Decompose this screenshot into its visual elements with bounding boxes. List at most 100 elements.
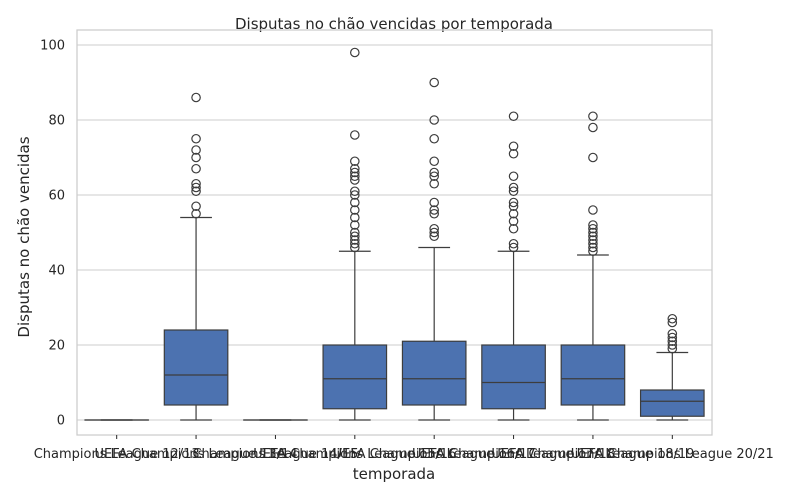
outlier-point [191,92,201,103]
outlier-point [429,171,439,182]
outlier-point [350,186,360,197]
outlier-point [588,246,598,257]
outlier-point [350,190,360,200]
y-tick-label: 100 [40,39,65,54]
outlier-point [508,171,519,182]
outlier-point [350,220,360,230]
outlier-point [667,328,678,339]
box-group [322,47,388,421]
y-tick-label: 60 [48,189,65,204]
outlier-point [350,205,360,215]
y-tick-label: 0 [57,414,65,429]
outlier-point [588,152,598,163]
outlier-point [588,231,598,242]
outlier-point [588,122,598,133]
outlier-point [191,201,201,212]
outlier-point [350,197,360,208]
outlier-point [429,133,439,144]
outlier-point [508,201,519,212]
outlier-point [191,133,201,144]
outlier-point [429,77,439,88]
iqr-box [639,389,705,417]
outlier-point [588,111,598,122]
x-tick-label: UEFA Champions League 17/18 [412,447,615,462]
outlier-point [429,227,439,238]
outlier-point [191,145,201,155]
y-tick-label: 20 [48,339,65,354]
outlier-point [429,115,439,125]
x-tick-label: UEFA Champions League 20/21 [571,447,774,462]
outlier-point [508,223,519,234]
iqr-box [560,344,626,406]
boxes-layer [84,47,705,421]
outlier-point [508,111,519,122]
box-group [560,111,626,421]
outlier-point [508,148,519,159]
x-tick-label: UEFA Champions League 13/14 [95,447,298,462]
outlier-point [588,223,598,234]
x-tick-label: Champions League 14/15 [192,447,358,462]
outlier-point [667,343,678,354]
chart-title: Disputas no chão vencidas por temporada [235,15,553,33]
outlier-point [429,205,439,215]
outlier-point [350,171,360,182]
outlier-point [429,156,439,167]
outlier-point [350,231,360,242]
outlier-point [667,332,678,343]
outlier-point [508,238,519,249]
iqr-box [322,344,388,410]
outlier-point [667,313,678,324]
y-tick-label: 80 [48,114,65,129]
outlier-point [350,130,360,140]
outlier-point [350,156,360,167]
outlier-point [667,336,678,347]
outlier-point [429,197,439,208]
outlier-point [429,231,439,242]
outlier-point [588,205,598,215]
y-tick-label: 40 [48,264,65,279]
x-tick-label: UEFA Champions League 16/17 [333,447,536,462]
outlier-point [588,242,598,253]
x-tick-label: UEFA Champions League 15/16 [253,447,456,462]
outlier-point [588,235,598,245]
outlier-point [350,175,360,185]
outlier-point [191,186,201,197]
outlier-point [508,197,519,208]
outlier-point [350,238,360,249]
iqr-box [163,329,229,406]
box-group [639,313,705,421]
iqr-box [481,344,546,410]
box-group [163,92,229,421]
outlier-point [350,235,360,245]
outlier-point [508,242,519,253]
outlier-point [588,238,598,249]
outlier-point [191,152,201,163]
outlier-point [350,227,360,238]
outlier-point [350,47,360,58]
outlier-point [588,227,598,238]
plot-area-frame [76,29,713,436]
x-tick-label: Champions League 12/13 [34,447,200,462]
outlier-point [508,216,519,227]
outlier-point [429,208,439,219]
box-group [481,111,546,421]
outlier-point [667,317,678,328]
x-tick-label: UEFA Champions League 18/19 [491,447,694,462]
outlier-point [350,163,360,174]
outlier-point [508,186,519,197]
outlier-point [191,178,201,189]
outlier-point [429,223,439,234]
outlier-point [191,182,201,193]
outlier-point [429,178,439,189]
y-tick-labels: 0 20 40 60 80 100 [40,39,65,429]
outlier-point [350,242,360,253]
outlier-point [350,167,360,178]
outlier-point [350,212,360,223]
outlier-point [508,141,519,152]
iqr-box [401,340,467,406]
outlier-point [667,340,678,350]
y-axis-label: Disputas no chão vencidas [15,136,33,337]
outlier-point [191,208,201,219]
